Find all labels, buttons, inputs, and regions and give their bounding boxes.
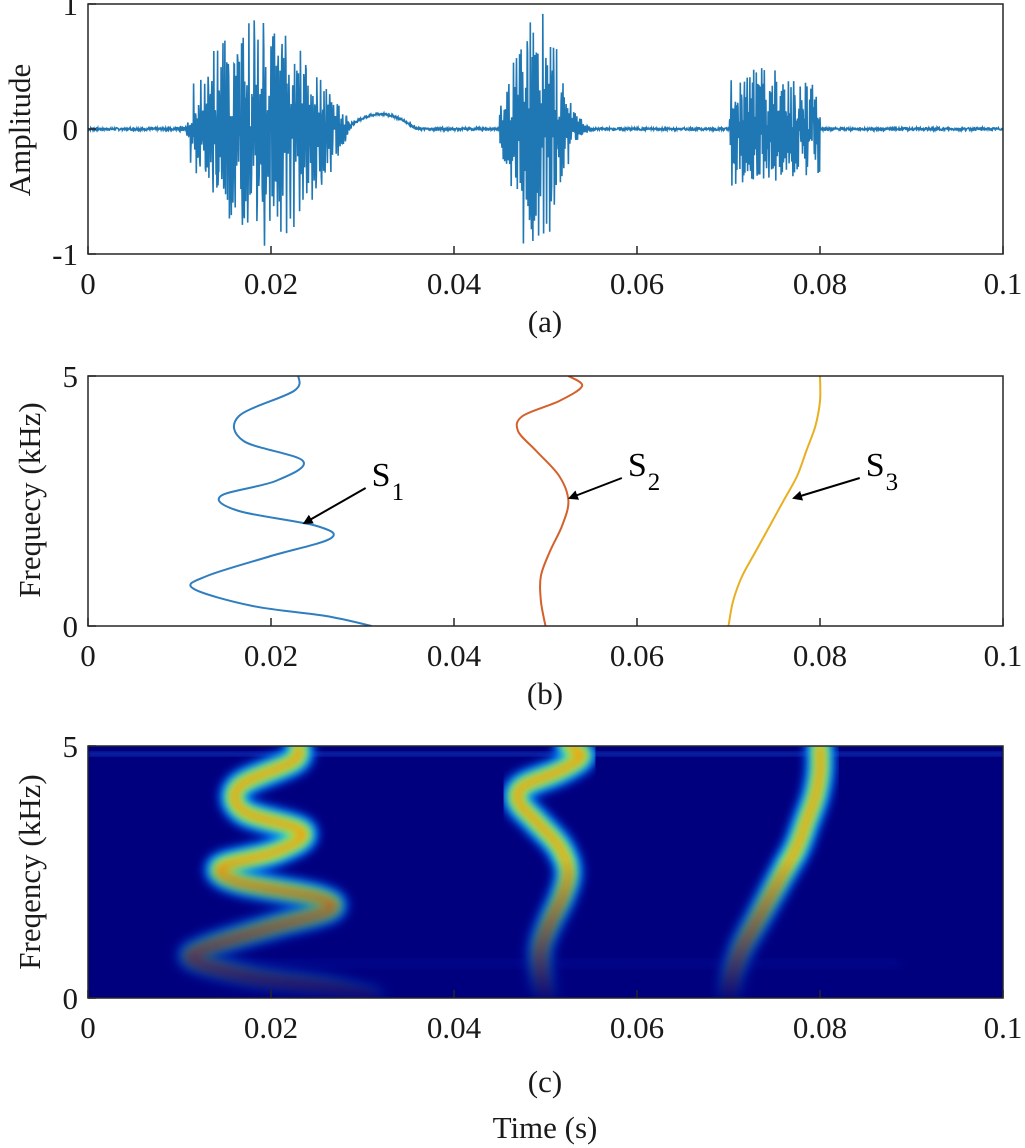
x-tick-label: 0.04: [427, 638, 482, 673]
y-tick-label: 5: [63, 359, 79, 394]
annotation-arrow: [302, 487, 367, 524]
ticks-b: 0 0.02 0.04 0.06 0.08 0.1 0 5: [63, 359, 1023, 673]
ylabel-c: Freqency (kHz): [12, 774, 47, 969]
series-line-s2: [515, 376, 584, 626]
x-tick-label: 0.04: [427, 266, 482, 301]
series-line-s3: [727, 376, 822, 626]
x-tick-label: 0: [80, 638, 96, 673]
x-tick-label: 0.1: [984, 1010, 1023, 1045]
ticks-c: 0 0.02 0.04 0.06 0.08 0.1 0 5: [63, 729, 1023, 1045]
heatmap-low-fade: [88, 746, 1003, 998]
x-tick-label: 0.08: [793, 638, 847, 673]
y-tick-label: 0: [63, 609, 79, 644]
panel-label-c: (c): [528, 1064, 562, 1099]
x-tick-label: 0.06: [610, 266, 664, 301]
xlabel-c: Time (s): [493, 1110, 598, 1145]
y-tick-label: 5: [63, 729, 79, 764]
ylabel-b: Frequecy (kHz): [12, 402, 47, 597]
annotations-b: S1 S2 S3: [302, 447, 898, 524]
annotation-arrow: [567, 477, 623, 500]
y-tick-label: 0: [63, 981, 79, 1016]
x-tick-label: 0.02: [244, 638, 298, 673]
x-tick-label: 0: [80, 266, 96, 301]
curves-b: [189, 376, 822, 626]
x-tick-label: 0: [80, 1010, 96, 1045]
annotation-label: S1: [372, 457, 404, 506]
panel-label-b: (b): [527, 676, 563, 711]
y-tick-label: 1: [63, 0, 79, 22]
annotation-arrow: [792, 477, 861, 501]
annotation-label: S2: [628, 447, 660, 496]
x-tick-label: 0.04: [427, 1010, 482, 1045]
x-tick-label: 0.06: [610, 1010, 664, 1045]
heatmap-c: [88, 746, 1003, 998]
x-tick-label: 0.08: [793, 1010, 847, 1045]
x-tick-label: 0.08: [793, 266, 847, 301]
panel-c: 0 0.02 0.04 0.06 0.08 0.1 0 5 Freqency (kHz) (c…: [12, 729, 1022, 1145]
ticks-a: 0 0.02 0.04 0.06 0.08 0.1-101: [52, 0, 1022, 301]
plot-frame-c: [87, 745, 1004, 999]
signal-series: [88, 13, 1003, 246]
x-tick-label: 0.1: [984, 638, 1023, 673]
y-tick-label: 0: [63, 112, 79, 147]
annotation-label: S3: [866, 447, 898, 496]
x-tick-label: 0.02: [244, 266, 298, 301]
waveform-line: [88, 13, 1003, 246]
x-tick-label: 0.1: [984, 266, 1023, 301]
panel-b: 0 0.02 0.04 0.06 0.08 0.1 0 5 S1 S2 S3 Frequecy (…: [12, 359, 1022, 711]
x-tick-label: 0.02: [244, 1010, 298, 1045]
series-line-s1: [189, 376, 372, 626]
x-tick-label: 0.06: [610, 638, 664, 673]
panel-a: 0 0.02 0.04 0.06 0.08 0.1-101 Amplitude (a): [2, 0, 1022, 339]
ylabel-a: Amplitude: [2, 64, 37, 197]
plot-frame-b: [87, 375, 1004, 627]
y-tick-label: -1: [52, 237, 78, 272]
panel-label-a: (a): [528, 304, 562, 339]
